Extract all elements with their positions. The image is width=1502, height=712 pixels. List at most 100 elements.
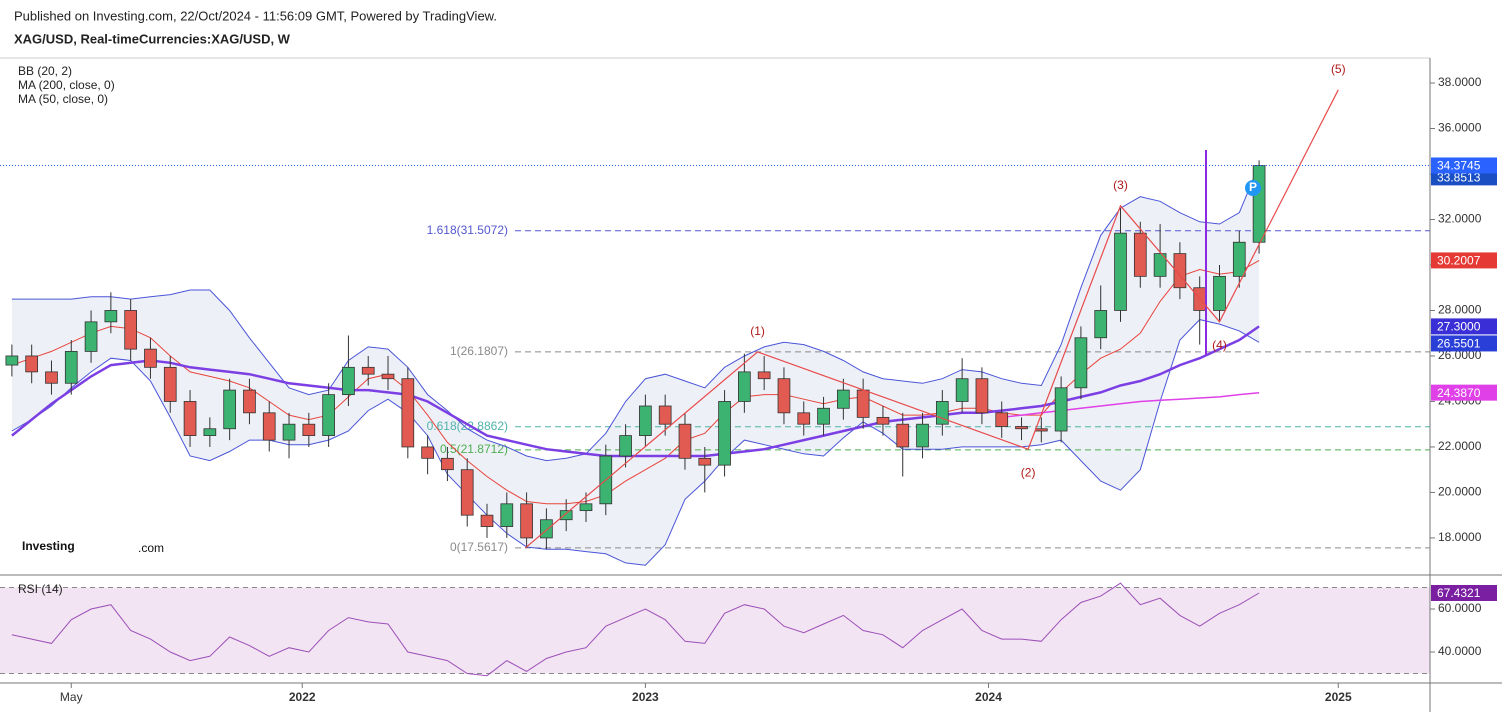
candle-body [1173, 253, 1187, 289]
y-tick-label: 38.0000 [1438, 75, 1482, 89]
candle-body [1252, 165, 1266, 243]
candle-body [223, 389, 236, 430]
candle-body [1213, 275, 1226, 311]
candle-body [500, 503, 514, 527]
candle-body [579, 503, 593, 512]
candle-body [837, 389, 850, 409]
candle-body [460, 469, 474, 516]
candle-body [777, 378, 791, 414]
wave-label: (2) [1021, 465, 1036, 479]
indicator-line [11, 325, 1260, 458]
candle-body [935, 401, 949, 425]
overlay-layer: BB (20, 2)MA (200, close, 0)MA (50, clos… [0, 62, 1497, 704]
pivot-marker-text: P [1249, 180, 1257, 194]
candle-body [441, 457, 454, 471]
candle-body [540, 519, 553, 539]
rsi-band-fill [0, 587, 1430, 674]
candle-body [163, 366, 177, 402]
candle-body [243, 389, 256, 414]
rsi-y-tick-label: 40.0000 [1438, 644, 1482, 658]
fib-label: 0.618(22.8862) [427, 419, 508, 433]
candle-body [361, 366, 375, 375]
candle-body [698, 457, 712, 466]
rsi-last-label: 67.4321 [1437, 586, 1481, 600]
wave-label: (5) [1331, 62, 1346, 76]
wave-label: (3) [1113, 178, 1128, 192]
price-label-box [1431, 384, 1497, 401]
candle-body [1094, 310, 1108, 339]
legend-entry: MA (50, close, 0) [18, 92, 108, 106]
candle-body [718, 401, 731, 466]
candle-body [559, 510, 573, 521]
price-label: 24.3870 [1437, 386, 1481, 400]
rsi-title: RSI (14) [18, 582, 63, 596]
fib-label: 0.5(21.8712) [440, 442, 508, 456]
candle-body [1133, 232, 1147, 277]
legend-entry: BB (20, 2) [18, 64, 72, 78]
candle-body [203, 428, 217, 436]
logo-suffix: .com [138, 541, 164, 555]
published-line: Published on Investing.com, 22/Oct/2024 … [14, 8, 497, 23]
rsi-last-box [1431, 584, 1497, 601]
price-label-box [1431, 252, 1497, 269]
candle-body [421, 446, 434, 459]
indicator-line [11, 319, 1260, 566]
candle-body [322, 394, 335, 436]
wave-label: (1) [750, 324, 765, 338]
candle-body [520, 503, 533, 539]
plot-area: 1.618(31.5072) 1(26.1807) 0.618(22.8862) 0.… [0, 160, 1430, 677]
candle-body [262, 412, 276, 441]
y-tick-label: 26.0000 [1438, 348, 1482, 362]
candle-body [5, 355, 19, 366]
candle-body [84, 321, 98, 352]
candle-body [975, 378, 989, 414]
x-tick-label: 2022 [289, 690, 316, 704]
candle-body [738, 371, 751, 402]
candle-body [916, 423, 929, 448]
indicator-line [11, 164, 1260, 462]
candle-body [955, 378, 969, 402]
y-tick-label: 36.0000 [1438, 121, 1482, 135]
fib-label: 1(26.1807) [450, 344, 508, 358]
candle-body [302, 423, 316, 436]
candle-body [104, 310, 118, 323]
candle-body [1074, 337, 1088, 389]
candle-body [1232, 241, 1246, 277]
y-tick-label: 32.0000 [1438, 212, 1482, 226]
y-tick-label: 20.0000 [1438, 485, 1482, 499]
candle-body [124, 310, 137, 350]
candle-body [1054, 387, 1068, 432]
candle-body [856, 389, 870, 418]
x-tick-label: 2025 [1325, 690, 1352, 704]
candle-body [1153, 253, 1167, 277]
bb-fill [11, 164, 1260, 566]
x-tick-label: 2024 [975, 690, 1002, 704]
price-label: 30.2007 [1437, 254, 1481, 268]
candle-body [25, 355, 39, 373]
legend-entry: MA (200, close, 0) [18, 78, 115, 92]
pivot-marker [1245, 180, 1261, 196]
candle-body [639, 405, 652, 436]
candle-body [381, 373, 395, 380]
price-label-box [1431, 318, 1497, 335]
candle-body [401, 378, 415, 448]
x-tick-label: May [60, 690, 83, 704]
last-price-label-box [1431, 157, 1497, 174]
candle-body [64, 351, 78, 384]
candle-body [757, 371, 771, 380]
candle-body [678, 423, 692, 459]
y-tick-label: 18.0000 [1438, 530, 1482, 544]
logo-brand: Investing [22, 539, 75, 553]
candle-body [480, 514, 494, 527]
candle-body [183, 401, 197, 436]
candle-body [896, 423, 910, 448]
candle-body [1034, 428, 1048, 432]
price-label: 26.5501 [1437, 337, 1481, 351]
candle-body [342, 366, 355, 396]
x-tick-label: 2023 [632, 690, 659, 704]
last-price-label: 34.3745 [1437, 159, 1481, 173]
indicator-line [1001, 391, 1260, 419]
candle-body [1114, 232, 1127, 311]
